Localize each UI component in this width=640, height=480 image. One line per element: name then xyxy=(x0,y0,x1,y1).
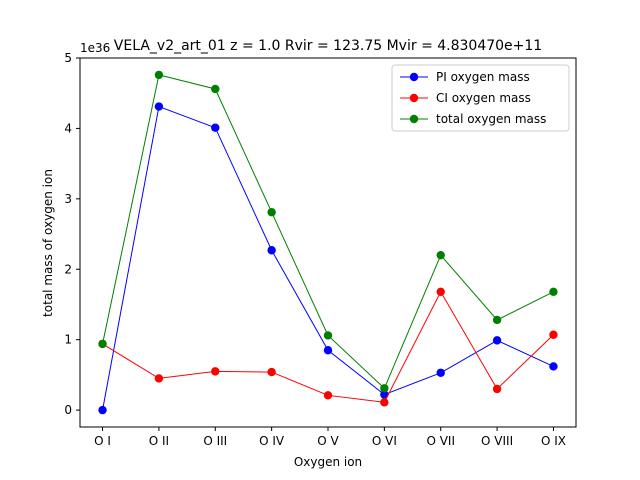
series-1-point-4 xyxy=(323,391,333,400)
x-tick-label: O V xyxy=(317,434,339,448)
x-tick-label: O IV xyxy=(259,434,285,448)
series-0-point-4 xyxy=(323,346,333,355)
y-tick-label: 3 xyxy=(64,192,72,206)
legend-marker-1 xyxy=(409,93,419,103)
series-2-point-3 xyxy=(267,208,276,217)
y-tick-label: 5 xyxy=(64,51,72,65)
series-1-point-6 xyxy=(436,287,445,296)
series-2-point-1 xyxy=(154,70,164,80)
series-0-point-8 xyxy=(549,362,558,371)
legend: PI oxygen mass CI oxygen mass total oxygen… xyxy=(391,64,570,132)
series-0-point-7 xyxy=(492,336,502,345)
legend-marker-2 xyxy=(409,114,419,124)
legend-label-2: total oxygen mass xyxy=(436,112,546,126)
y-tick-label: 2 xyxy=(64,262,72,276)
series-2-point-2 xyxy=(211,84,220,94)
series-0-point-3 xyxy=(267,246,276,255)
x-tick-label: O IX xyxy=(541,434,566,448)
y-axis-label: total mass of oxygen ion xyxy=(41,169,55,317)
series-1-point-1 xyxy=(154,374,164,383)
x-tick-label: O VIII xyxy=(481,434,513,448)
series-0-point-1 xyxy=(154,102,164,111)
series-1-point-8 xyxy=(549,330,558,339)
series-1-point-2 xyxy=(211,367,220,376)
y-offset-label: 1e36 xyxy=(80,41,110,55)
x-tick-label: O I xyxy=(94,434,111,448)
y-tick-label: 1 xyxy=(64,333,72,347)
series-2-point-5 xyxy=(380,384,389,393)
x-tick-label: O III xyxy=(203,434,227,448)
x-tick-label: O VII xyxy=(426,434,455,448)
series-2-point-6 xyxy=(436,250,445,260)
chart-title: VELA_v2_art_01 z = 1.0 Rvir = 123.75 Mvi… xyxy=(114,38,542,54)
series-0-point-0 xyxy=(98,405,107,415)
series-0-point-6 xyxy=(436,368,445,377)
x-axis-label: Oxygen ion xyxy=(294,455,362,469)
series-0-point-5 xyxy=(380,390,389,399)
series-2-point-7 xyxy=(492,315,502,325)
legend-marker-0 xyxy=(409,72,419,82)
series-2-point-8 xyxy=(549,287,558,296)
legend-label-0: PI oxygen mass xyxy=(436,70,530,84)
x-tick-label: O VI xyxy=(372,434,397,448)
plot-area: O I O II O III O IV O V O VI O VII O VIII O IX 0 1… xyxy=(64,51,577,448)
y-tick-label: 0 xyxy=(64,403,72,417)
legend-box xyxy=(391,64,570,132)
series-1-point-7 xyxy=(492,384,502,394)
series-2-point-0 xyxy=(98,339,107,349)
series-0-point-2 xyxy=(211,123,220,132)
series-2-point-4 xyxy=(323,331,333,340)
y-tick-label: 4 xyxy=(64,121,72,135)
series-1-point-5 xyxy=(380,398,389,407)
legend-label-1: CI oxygen mass xyxy=(436,91,531,105)
x-tick-label: O II xyxy=(149,434,169,448)
series-1-point-3 xyxy=(267,367,276,377)
